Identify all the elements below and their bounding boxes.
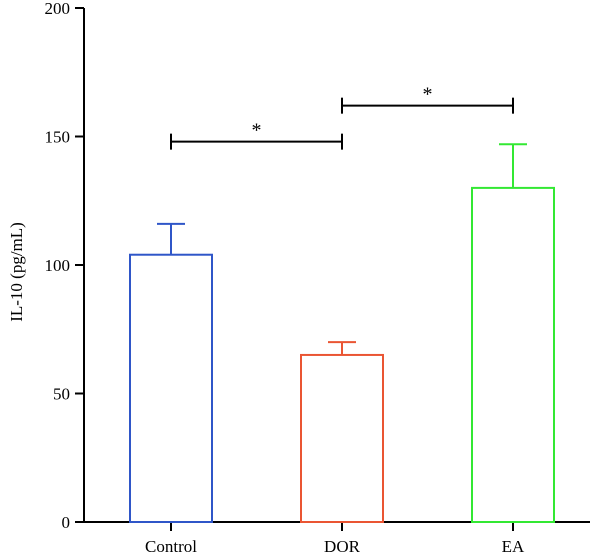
x-tick-label: EA	[502, 537, 525, 556]
x-tick-label: Control	[145, 537, 197, 556]
y-axis-title: IL-10 (pg/mL)	[7, 222, 26, 322]
y-tick-label: 150	[45, 128, 71, 147]
error-bars	[157, 143, 527, 355]
significance-brackets: **	[170, 84, 514, 150]
bar-ea	[471, 186, 555, 523]
y-tick-label: 0	[62, 513, 71, 532]
x-tick-label: DOR	[324, 537, 361, 556]
y-tick-label: 50	[53, 385, 70, 404]
y-tick-label: 100	[45, 256, 71, 275]
y-axis: 0 50 100 150 200	[45, 0, 85, 532]
y-tick-label: 200	[45, 0, 71, 18]
significance-label: *	[423, 84, 433, 106]
bar-dor	[300, 353, 384, 524]
bar-control	[129, 253, 213, 523]
significance-label: *	[252, 120, 262, 142]
x-axis: Control DOR EA	[84, 521, 590, 556]
